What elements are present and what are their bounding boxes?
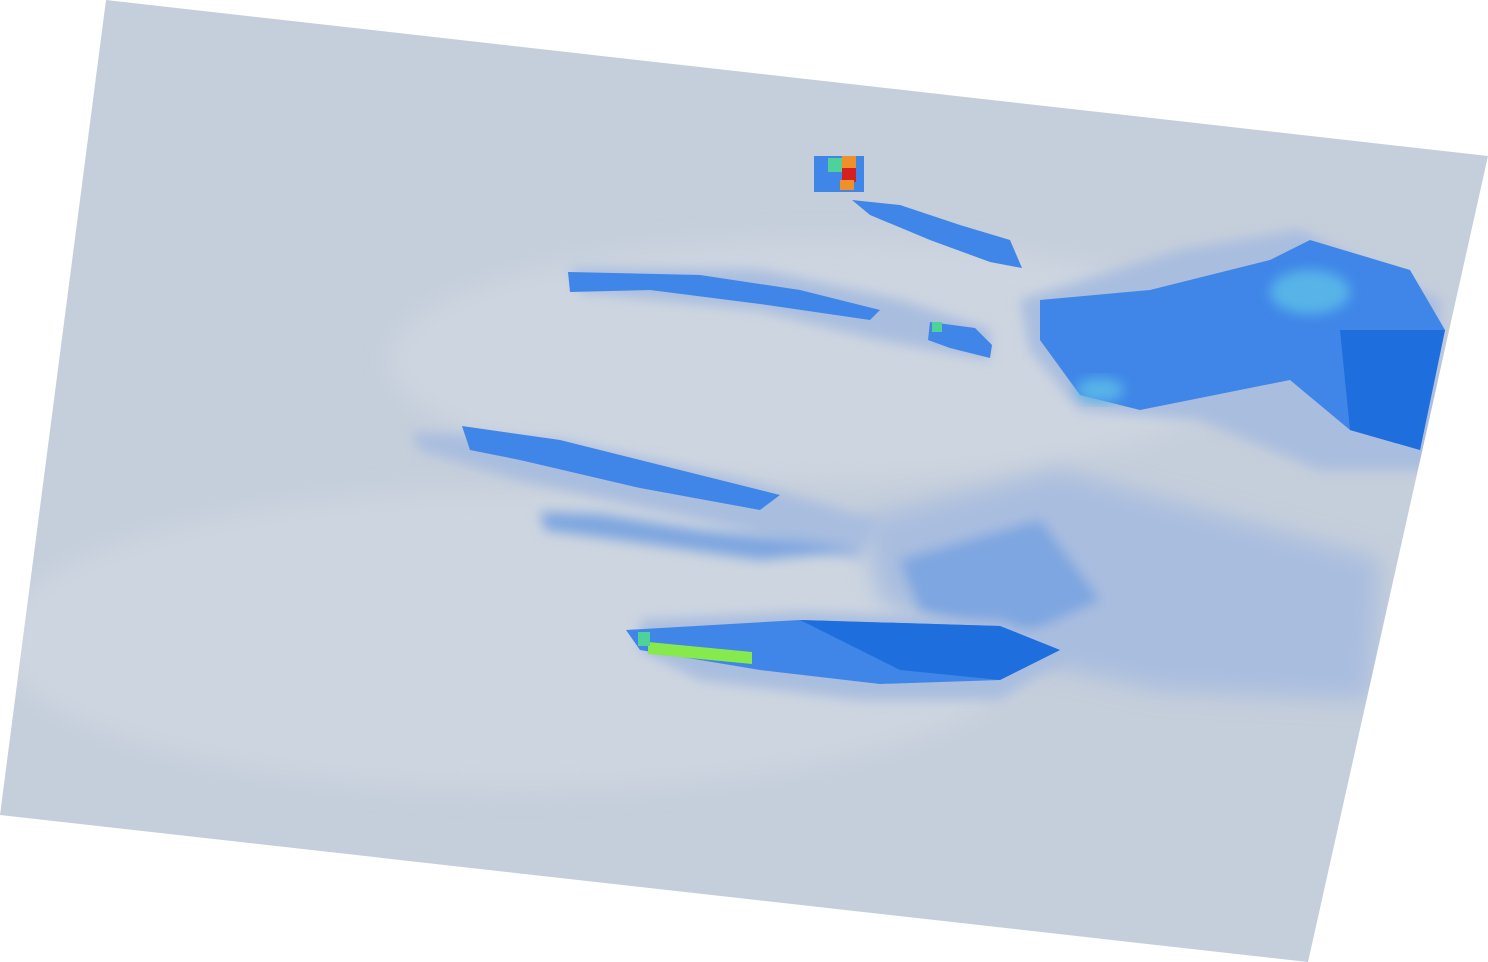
streak-middle bbox=[462, 426, 780, 510]
streak-upper bbox=[568, 272, 880, 320]
plume-upper-right-hot bbox=[1270, 270, 1350, 314]
plume-upper-right-deep bbox=[1340, 330, 1445, 450]
streak-middle-halo bbox=[412, 432, 880, 560]
light-region-lower bbox=[0, 490, 1040, 790]
source-hotspot bbox=[814, 156, 864, 192]
streak-lower-tip bbox=[638, 632, 650, 646]
streak-lower-deep bbox=[800, 620, 1060, 680]
streak-top bbox=[852, 200, 1022, 268]
plume-upper-right-spot bbox=[1076, 378, 1124, 402]
streak-middle-second bbox=[540, 512, 860, 560]
streak-upper-small bbox=[928, 322, 992, 358]
streak-upper-small-hot bbox=[932, 322, 942, 332]
streak-lower-hot bbox=[648, 642, 752, 664]
plume-lower-mid bbox=[900, 520, 1100, 640]
